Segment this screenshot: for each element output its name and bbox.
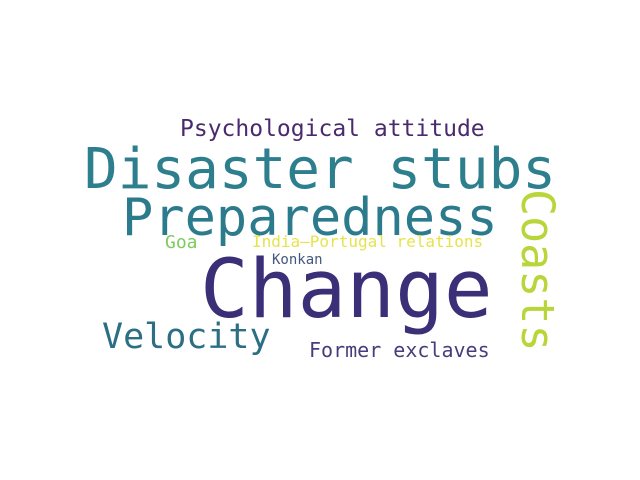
- word-konkan: Konkan: [272, 252, 323, 268]
- word-former-exclaves: Former exclaves: [309, 338, 490, 362]
- word-goa: Goa: [165, 232, 198, 253]
- word-velocity: Velocity: [102, 317, 271, 357]
- word-psychological-attitude: Psychological attitude: [180, 116, 485, 142]
- word-preparedness: Preparedness: [122, 188, 498, 248]
- word-coasts: Coasts: [511, 189, 564, 352]
- word-change: Change: [200, 243, 493, 337]
- word-india-portugal-relations: India–Portugal relations: [252, 232, 484, 251]
- word-disaster-stubs: Disaster stubs: [84, 137, 557, 202]
